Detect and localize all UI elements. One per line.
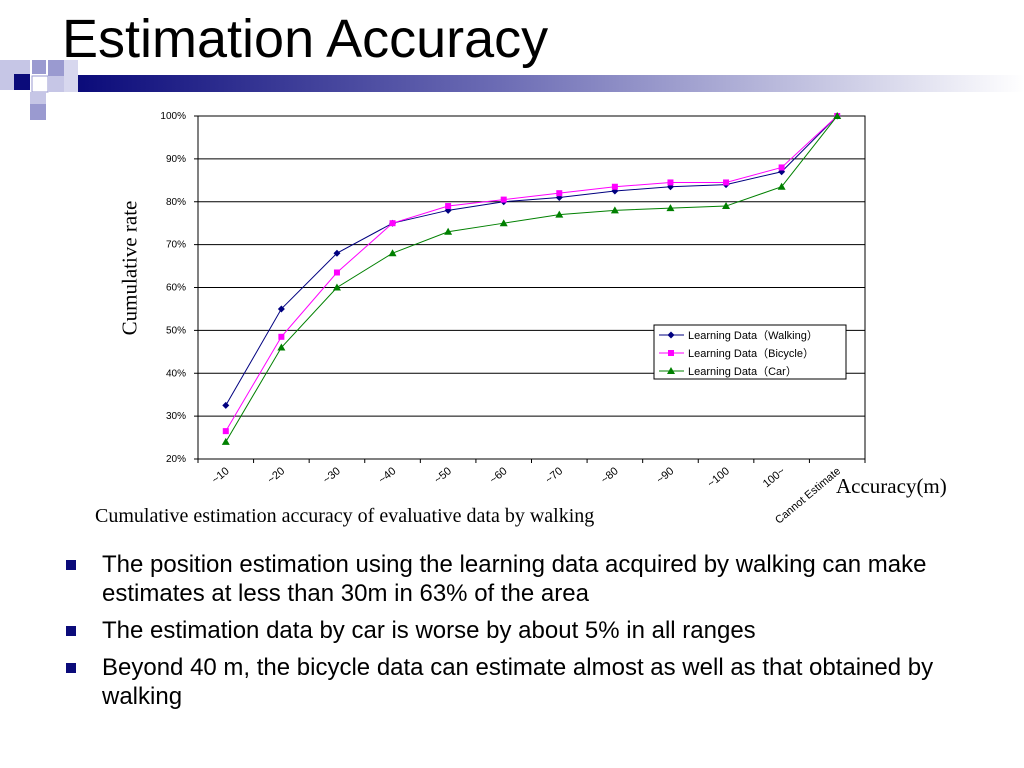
- data-point-triangle: [388, 249, 397, 257]
- chart-legend: [653, 324, 847, 380]
- data-point-square: [500, 196, 507, 203]
- slide-title: Estimation Accuracy: [62, 9, 549, 69]
- y-tick-label: 70%: [166, 240, 186, 251]
- data-point-diamond: [222, 401, 230, 409]
- data-point-square: [389, 220, 396, 227]
- header-decoration: [0, 60, 1024, 120]
- data-point-triangle: [277, 343, 286, 351]
- x-axis-label: Accuracy(m): [836, 474, 947, 498]
- bullet-text: The position estimation using the learni…: [102, 551, 927, 607]
- y-tick-label: 50%: [166, 325, 186, 336]
- data-point-square: [667, 179, 674, 186]
- data-point-triangle: [610, 206, 619, 214]
- data-point-square: [333, 269, 340, 276]
- square-bullet-icon: [66, 560, 76, 570]
- x-tick-label: ~10: [210, 465, 232, 486]
- legend-marker: [668, 350, 674, 356]
- y-tick-label: 30%: [166, 411, 186, 422]
- data-point-square: [222, 428, 229, 435]
- data-point-square: [723, 179, 730, 186]
- legend-marker: [667, 331, 675, 339]
- square-bullet-icon: [66, 663, 76, 673]
- series-line-diamond: [225, 115, 838, 406]
- legend-label: Learning Data（Bicycle）: [688, 347, 814, 360]
- x-tick-label: ~30: [321, 465, 343, 486]
- x-tick-label: ~100: [705, 465, 732, 490]
- x-tick-label: ~40: [376, 465, 398, 486]
- series-line-square: [225, 115, 838, 432]
- bullet-item: The estimation data by car is worse by a…: [62, 616, 962, 645]
- data-point-diamond: [333, 249, 341, 257]
- x-tick-label: ~20: [265, 465, 287, 486]
- bullet-item: Beyond 40 m, the bicycle data can estima…: [62, 653, 962, 711]
- cumulative-accuracy-chart: 20% 30% 40% 50% 60% 70% 80% 90% 100% ~10 ~20 ~30 ~40…: [160, 111, 866, 527]
- y-tick-label: 40%: [166, 368, 186, 379]
- data-point-square: [445, 203, 452, 210]
- data-point-triangle: [444, 227, 453, 235]
- data-point-triangle: [833, 112, 842, 119]
- y-axis-label: Cumulative rate: [117, 200, 142, 336]
- data-point-square: [778, 164, 785, 171]
- data-point-square: [278, 333, 285, 340]
- data-point-triangle: [499, 219, 508, 227]
- x-tick-label: 100~: [761, 465, 788, 490]
- x-tick-label: ~60: [488, 465, 510, 486]
- y-tick-label: 20%: [166, 454, 186, 465]
- series-line-triangle: [225, 115, 838, 443]
- data-point-triangle: [777, 182, 786, 190]
- x-tick-label: ~90: [654, 465, 676, 486]
- data-point-triangle: [555, 210, 564, 218]
- square-bullet-icon: [66, 626, 76, 636]
- bullet-text: Beyond 40 m, the bicycle data can estima…: [102, 654, 934, 710]
- x-tick-label: ~50: [432, 465, 454, 486]
- data-point-triangle: [722, 202, 731, 210]
- y-tick-label: 60%: [166, 283, 186, 294]
- y-tick-label: 90%: [166, 154, 186, 165]
- data-point-triangle: [221, 437, 230, 445]
- x-tick-label: ~80: [599, 465, 621, 486]
- data-point-triangle: [332, 283, 341, 291]
- y-tick-label: 80%: [166, 197, 186, 208]
- bullet-item: The position estimation using the learni…: [62, 550, 962, 608]
- legend-label: Learning Data（Car）: [688, 365, 797, 378]
- legend-label: Learning Data（Walking）: [688, 329, 818, 342]
- x-tick-label: ~70: [543, 465, 565, 486]
- bullet-text: The estimation data by car is worse by a…: [102, 617, 756, 644]
- y-tick-label: 100%: [160, 111, 186, 122]
- chart-caption: Cumulative estimation accuracy of evalua…: [95, 505, 595, 527]
- legend-marker: [667, 367, 675, 374]
- data-point-diamond: [277, 305, 285, 313]
- data-point-triangle: [666, 204, 675, 212]
- data-point-square: [556, 190, 563, 197]
- data-point-square: [611, 183, 618, 190]
- bullet-list: The position estimation using the learni…: [62, 550, 962, 719]
